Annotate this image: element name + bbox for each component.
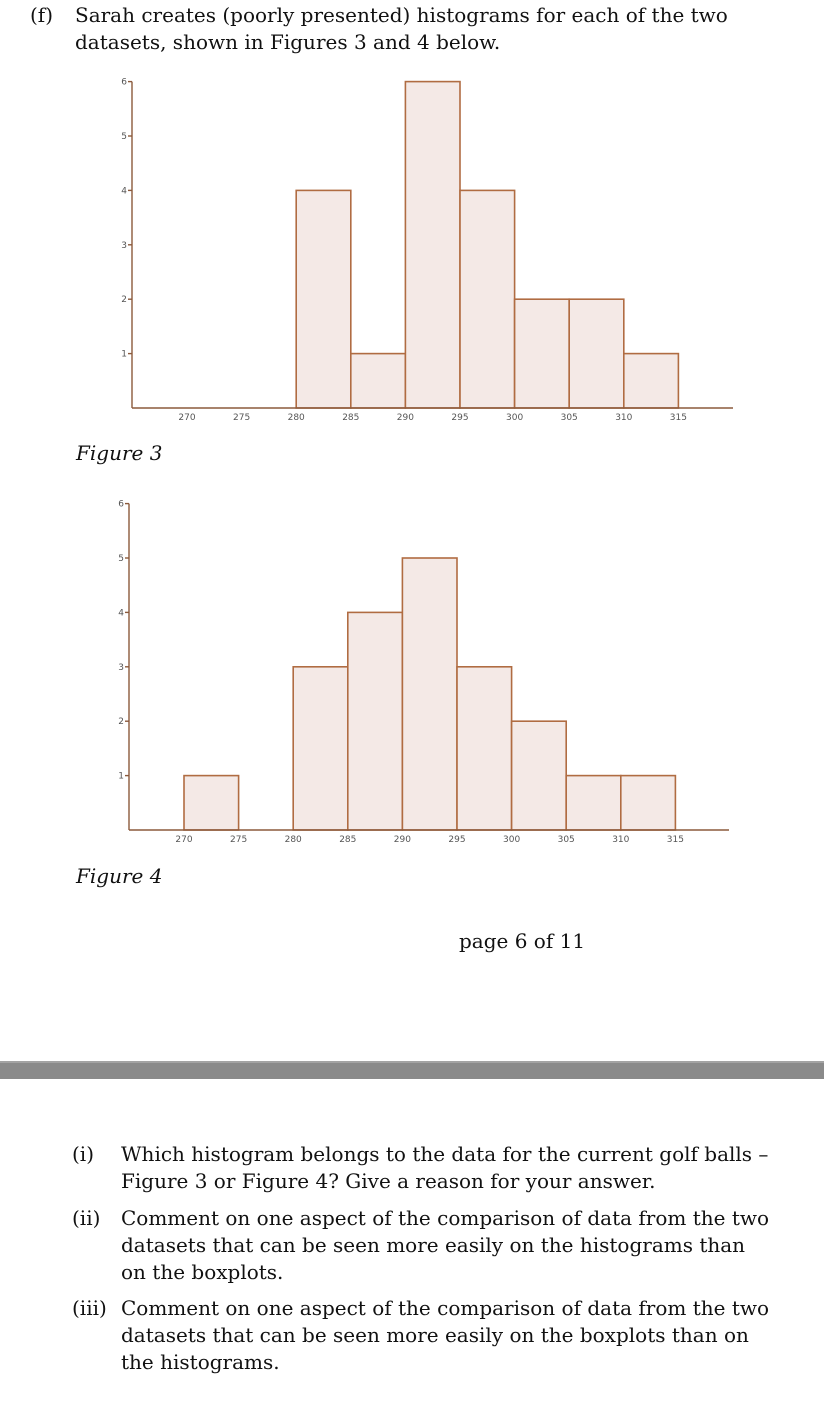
figure-4-x-tick-label: 275 [230, 835, 247, 845]
figure-4-bar [565, 774, 622, 831]
figure-4-x-tick-label: 295 [448, 835, 465, 845]
figure-4-bar [346, 611, 404, 831]
figure-4-bar [619, 774, 677, 831]
figure-4-y-tick-label: 5 [118, 554, 124, 564]
figure-3-x-tick-label: 285 [342, 413, 359, 423]
figure-3-y-tick-label: 3 [121, 241, 127, 251]
figure-4-caption: Figure 4 [76, 864, 163, 888]
figure-3-y-tick-label: 2 [121, 295, 127, 305]
figure-3-x-tick-label: 280 [288, 413, 305, 423]
question-i-label: (i) [72, 1142, 95, 1166]
figure-3-x-tick-label: 270 [178, 413, 195, 423]
figure-4-bar [183, 774, 240, 831]
figure-3-y-tick-label: 6 [121, 78, 127, 88]
figure-3-bar [568, 298, 625, 409]
question-i-text: Which histogram belongs to the data for … [121, 1142, 769, 1193]
figure-3-bar [404, 80, 461, 409]
figure-4-y-tick-label: 1 [118, 772, 124, 782]
figure-3-x-tick-label: 310 [615, 413, 632, 423]
figure-4-y-tick-label: 4 [118, 608, 124, 618]
page-number: page 6 of 11 [459, 929, 586, 953]
figure-4-x-tick-label: 315 [667, 835, 684, 845]
figure-3-bar [349, 352, 407, 409]
figure-4-y-tick-label: 6 [118, 500, 124, 510]
question-text: Sarah creates (poorly presented) histogr… [75, 3, 728, 54]
question-ii-label: (ii) [72, 1206, 101, 1230]
figure-4-y-tick-label: 2 [118, 717, 124, 727]
figure-3-x-tick-label: 305 [561, 413, 578, 423]
figure-4-x-tick-label: 270 [175, 835, 192, 845]
figure-3-y-tick-label: 1 [121, 350, 127, 360]
figure-4-x-tick-label: 285 [339, 835, 356, 845]
figure-3-bar [459, 189, 516, 409]
page-divider [0, 1061, 824, 1079]
figure-3-x-tick-label: 315 [670, 413, 687, 423]
figure-4-x-tick-label: 305 [558, 835, 575, 845]
figure-3-x-tick-label: 300 [506, 413, 523, 423]
figure-3-y-tick-label: 4 [121, 186, 127, 196]
figure-4-x-tick-label: 290 [394, 835, 411, 845]
figure-3-x-tick-label: 295 [451, 413, 468, 423]
question-ii-text: Comment on one aspect of the comparison … [121, 1206, 770, 1284]
question-iii-label: (iii) [72, 1296, 107, 1320]
figure-4-bar [456, 666, 513, 831]
figure-4-y-tick-label: 3 [118, 663, 124, 673]
figure-4-bar [510, 720, 568, 831]
figure-4-bar [292, 666, 349, 831]
figure-4-x-tick-label: 280 [285, 835, 302, 845]
figure-3-caption: Figure 3 [76, 441, 163, 465]
question-label: (f) [30, 3, 54, 27]
figure-4-x-tick-label: 310 [612, 835, 629, 845]
figure-3-histogram: 1 2 3 4 5 6 270 275 280 285 290 295 300 305 310 315 [121, 78, 733, 423]
figure-4-bar [401, 557, 458, 831]
figure-4-x-tick-label: 300 [503, 835, 520, 845]
question-iii-text: Comment on one aspect of the comparison … [121, 1296, 770, 1374]
figure-4-histogram: 1 2 3 4 5 6 270 275 280 285 290 295 300 305 310 315 [118, 500, 729, 845]
figure-3-bar [513, 298, 570, 409]
figure-3-x-tick-label: 290 [397, 413, 414, 423]
figure-3-x-tick-label: 275 [233, 413, 250, 423]
figure-3-bar [295, 189, 352, 409]
figure-3-y-tick-label: 5 [121, 132, 127, 142]
figure-3-bar [622, 352, 680, 409]
